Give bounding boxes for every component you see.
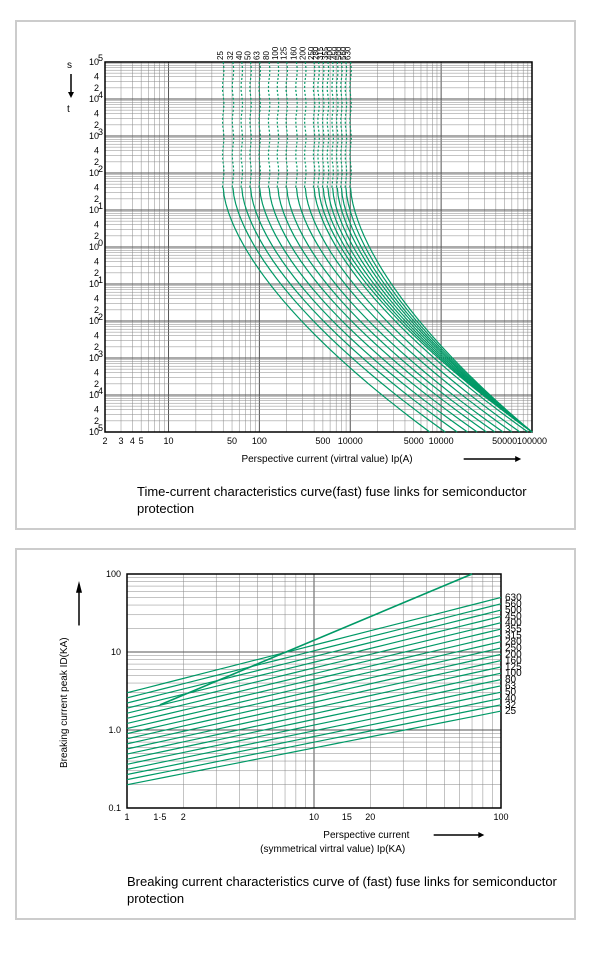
- svg-text:40: 40: [235, 51, 244, 60]
- svg-text:2: 2: [94, 416, 99, 426]
- svg-text:100: 100: [493, 812, 508, 822]
- svg-text:10000: 10000: [338, 436, 363, 446]
- svg-text:5000: 5000: [404, 436, 424, 446]
- svg-text:4: 4: [94, 257, 99, 267]
- svg-text:100: 100: [271, 46, 280, 60]
- chart1-caption: Time-current characteristics curve(fast)…: [137, 484, 564, 518]
- svg-text:2: 2: [94, 194, 99, 204]
- svg-text:1·5: 1·5: [153, 812, 166, 822]
- svg-text:4: 4: [94, 405, 99, 415]
- svg-text:20: 20: [365, 812, 375, 822]
- svg-text:15: 15: [342, 812, 352, 822]
- svg-text:4: 4: [94, 183, 99, 193]
- svg-text:63: 63: [253, 51, 262, 60]
- svg-text:100000: 100000: [517, 436, 547, 446]
- svg-text:2: 2: [102, 436, 107, 446]
- chart2-svg: 0.1 1.0 10 100 Breaking current peak ID(KA) 1…: [27, 562, 547, 862]
- svg-text:4: 4: [94, 220, 99, 230]
- svg-text:2: 2: [94, 157, 99, 167]
- svg-text:200: 200: [298, 46, 307, 60]
- svg-text:10: 10: [164, 436, 174, 446]
- chart2-panel: 0.1 1.0 10 100 Breaking current peak ID(KA) 1…: [15, 548, 576, 920]
- svg-text:3: 3: [118, 436, 123, 446]
- svg-text:4: 4: [94, 294, 99, 304]
- svg-text:500: 500: [315, 436, 330, 446]
- chart1-svg: 10-52410-42410-32410-22410-1241002410124…: [27, 34, 547, 474]
- svg-text:25: 25: [216, 51, 225, 60]
- chart1-panel: 10-52410-42410-32410-22410-1241002410124…: [15, 20, 576, 530]
- svg-text:4: 4: [94, 146, 99, 156]
- svg-text:100: 100: [252, 436, 267, 446]
- svg-text:4: 4: [94, 368, 99, 378]
- svg-text:s: s: [67, 60, 72, 71]
- svg-text:0.1: 0.1: [108, 803, 121, 813]
- svg-text:t: t: [67, 104, 70, 115]
- svg-text:25: 25: [505, 706, 517, 717]
- svg-text:32: 32: [226, 51, 235, 60]
- svg-text:2: 2: [94, 305, 99, 315]
- svg-text:Perspective current: Perspective current: [323, 830, 409, 841]
- svg-text:5: 5: [139, 436, 144, 446]
- svg-text:50: 50: [227, 436, 237, 446]
- svg-text:2: 2: [94, 379, 99, 389]
- svg-text:2: 2: [94, 268, 99, 278]
- svg-text:10000: 10000: [429, 436, 454, 446]
- svg-text:160: 160: [289, 46, 298, 60]
- svg-text:2: 2: [181, 812, 186, 822]
- svg-text:5: 5: [98, 53, 103, 63]
- svg-text:10: 10: [111, 647, 121, 657]
- chart2-wrap: 0.1 1.0 10 100 Breaking current peak ID(KA) 1…: [27, 562, 564, 862]
- svg-text:1: 1: [124, 812, 129, 822]
- svg-text:2: 2: [94, 120, 99, 130]
- svg-text:50000: 50000: [492, 436, 517, 446]
- svg-text:4: 4: [94, 109, 99, 119]
- svg-text:4: 4: [94, 331, 99, 341]
- svg-text:630: 630: [344, 46, 353, 60]
- chart2-caption: Breaking current characteristics curve o…: [127, 874, 564, 908]
- svg-text:2: 2: [94, 231, 99, 241]
- svg-text:100: 100: [106, 569, 121, 579]
- svg-text:125: 125: [280, 46, 289, 60]
- svg-text:10: 10: [309, 812, 319, 822]
- svg-text:(symmetrical virtral value) Ip: (symmetrical virtral value) Ip(KA): [260, 844, 405, 855]
- chart1-wrap: 10-52410-42410-32410-22410-1241002410124…: [27, 34, 564, 474]
- svg-text:Perspective current (virtral v: Perspective current (virtral value) Ip(A…: [241, 454, 412, 465]
- svg-text:80: 80: [262, 51, 271, 60]
- svg-text:4: 4: [94, 72, 99, 82]
- svg-text:4: 4: [130, 436, 135, 446]
- svg-text:1.0: 1.0: [108, 725, 121, 735]
- svg-text:50: 50: [244, 51, 253, 60]
- svg-text:2: 2: [94, 83, 99, 93]
- svg-text:Breaking current peak ID(KA): Breaking current peak ID(KA): [59, 637, 70, 768]
- svg-text:2: 2: [94, 342, 99, 352]
